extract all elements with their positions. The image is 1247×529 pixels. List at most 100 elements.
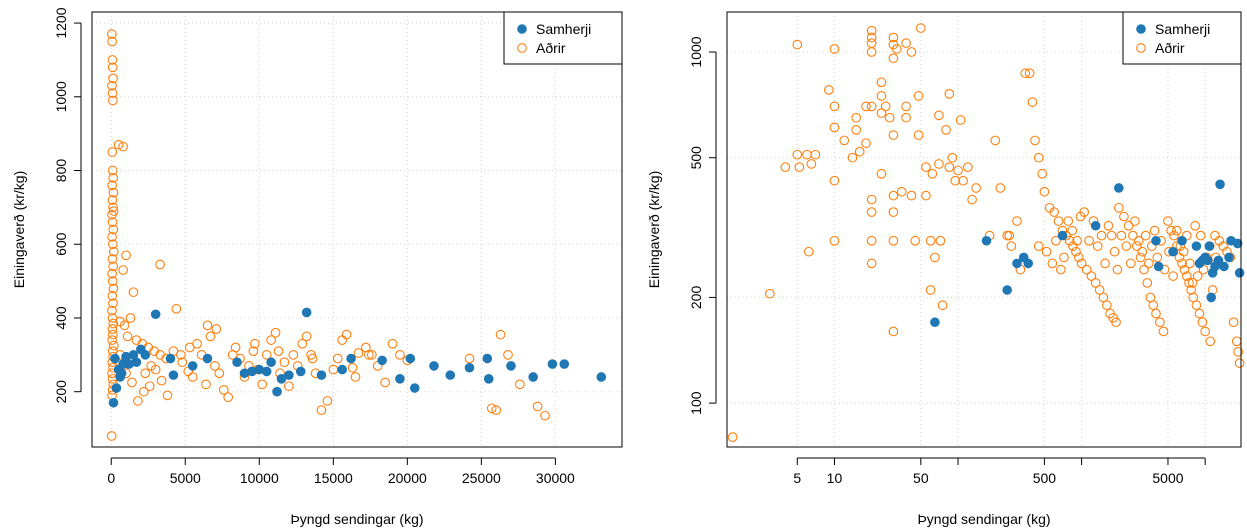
y-tick-label: 500 xyxy=(688,146,704,170)
x-tick-label: 50 xyxy=(913,470,929,486)
legend-box xyxy=(503,11,623,65)
adrir-point xyxy=(1187,278,1198,288)
adrir-point xyxy=(792,149,803,160)
samherji-point xyxy=(131,357,142,368)
adrir-point xyxy=(1103,220,1114,231)
samherji-point xyxy=(395,374,405,384)
adrir-point xyxy=(121,250,131,261)
adrir-point xyxy=(1111,317,1121,328)
adrir-point xyxy=(884,112,895,123)
samherji-point xyxy=(1204,241,1215,251)
adrir-point xyxy=(1171,225,1182,236)
adrir-point xyxy=(107,268,117,279)
adrir-point xyxy=(995,183,1006,193)
adrir-point xyxy=(888,130,899,140)
adrir-point xyxy=(913,91,924,101)
samherji-point xyxy=(1153,261,1164,272)
adrir-point xyxy=(1152,252,1163,263)
adrir-point xyxy=(1163,216,1173,226)
adrir-point xyxy=(223,392,234,403)
adrir-point xyxy=(880,101,891,112)
adrir-point xyxy=(156,375,167,386)
adrir-point xyxy=(1056,264,1066,275)
adrir-point xyxy=(503,349,513,360)
adrir-point xyxy=(866,47,877,57)
samherji-point xyxy=(168,370,179,380)
adrir-point xyxy=(866,207,877,217)
adrir-point xyxy=(1053,216,1064,226)
adrir-point xyxy=(107,165,118,176)
left-scatter-panel: 0 5000 10000 15000 20000 25000 30000 200 400 600… xyxy=(11,7,623,527)
legend-marker-adrir xyxy=(517,43,527,53)
adrir-point xyxy=(297,338,308,349)
adrir-point xyxy=(108,206,119,216)
adrir-point xyxy=(162,390,173,401)
adrir-point xyxy=(806,159,817,169)
adrir-point xyxy=(1047,258,1058,269)
adrir-point xyxy=(888,32,899,43)
adrir-points xyxy=(727,23,1245,443)
adrir-point xyxy=(108,224,119,235)
adrir-point xyxy=(913,130,924,140)
adrir-point xyxy=(107,276,118,286)
y-tick-label: 600 xyxy=(53,232,69,256)
adrir-point xyxy=(202,320,213,331)
adrir-point xyxy=(1027,97,1038,107)
legend-label-samherji: Samherji xyxy=(1155,21,1210,37)
samherji-point xyxy=(1232,238,1243,249)
adrir-point xyxy=(866,194,877,205)
x-tick-label: 0 xyxy=(107,470,115,486)
adrir-point xyxy=(108,239,118,250)
adrir-point xyxy=(1184,278,1194,288)
adrir-point xyxy=(866,25,877,36)
adrir-point xyxy=(108,329,118,340)
samherji-point xyxy=(1215,179,1225,190)
adrir-point xyxy=(915,23,926,33)
samherji-point xyxy=(346,353,356,364)
adrir-point xyxy=(1002,230,1013,241)
adrir-point xyxy=(119,320,130,331)
samherji-point xyxy=(464,362,475,373)
adrir-point xyxy=(727,432,738,443)
adrir-point xyxy=(962,162,973,172)
samherji-point xyxy=(165,353,176,364)
adrir-point xyxy=(1073,252,1084,263)
samherji-point xyxy=(272,386,282,397)
adrir-point xyxy=(925,235,936,246)
samherji-point xyxy=(429,361,439,371)
adrir-point xyxy=(967,194,977,205)
adrir-point xyxy=(1086,271,1097,281)
adrir-point xyxy=(273,346,284,357)
legend-marker-adrir xyxy=(1136,43,1146,53)
adrir-point xyxy=(288,349,299,360)
adrir-point xyxy=(248,346,259,357)
adrir-point xyxy=(1030,135,1040,146)
x-tick-label: 500 xyxy=(1033,470,1057,486)
adrir-point xyxy=(257,379,268,390)
adrir-point xyxy=(118,265,128,275)
adrir-point xyxy=(854,146,865,157)
adrir-point xyxy=(990,135,1001,146)
y-tick-label: 1200 xyxy=(53,7,69,38)
adrir-point xyxy=(107,195,118,205)
samherji-point xyxy=(483,374,494,384)
adrir-point xyxy=(1139,264,1149,275)
adrir-point xyxy=(1135,252,1146,263)
adrir-point xyxy=(118,141,128,152)
y-tick-label: 1000 xyxy=(53,81,69,112)
adrir-point xyxy=(1140,230,1151,241)
adrir-point xyxy=(792,39,803,50)
adrir-point xyxy=(108,187,119,198)
adrir-point xyxy=(1234,358,1245,368)
adrir-point xyxy=(108,318,119,329)
adrir-point xyxy=(214,368,225,379)
adrir-point xyxy=(921,190,931,201)
samherji-point xyxy=(1206,292,1217,303)
adrir-point xyxy=(332,353,343,364)
samherji-point xyxy=(1213,255,1224,266)
adrir-point xyxy=(888,235,899,246)
adrir-point xyxy=(1071,246,1081,257)
adrir-point xyxy=(810,149,821,160)
adrir-point xyxy=(387,338,398,349)
adrir-point xyxy=(270,327,281,338)
